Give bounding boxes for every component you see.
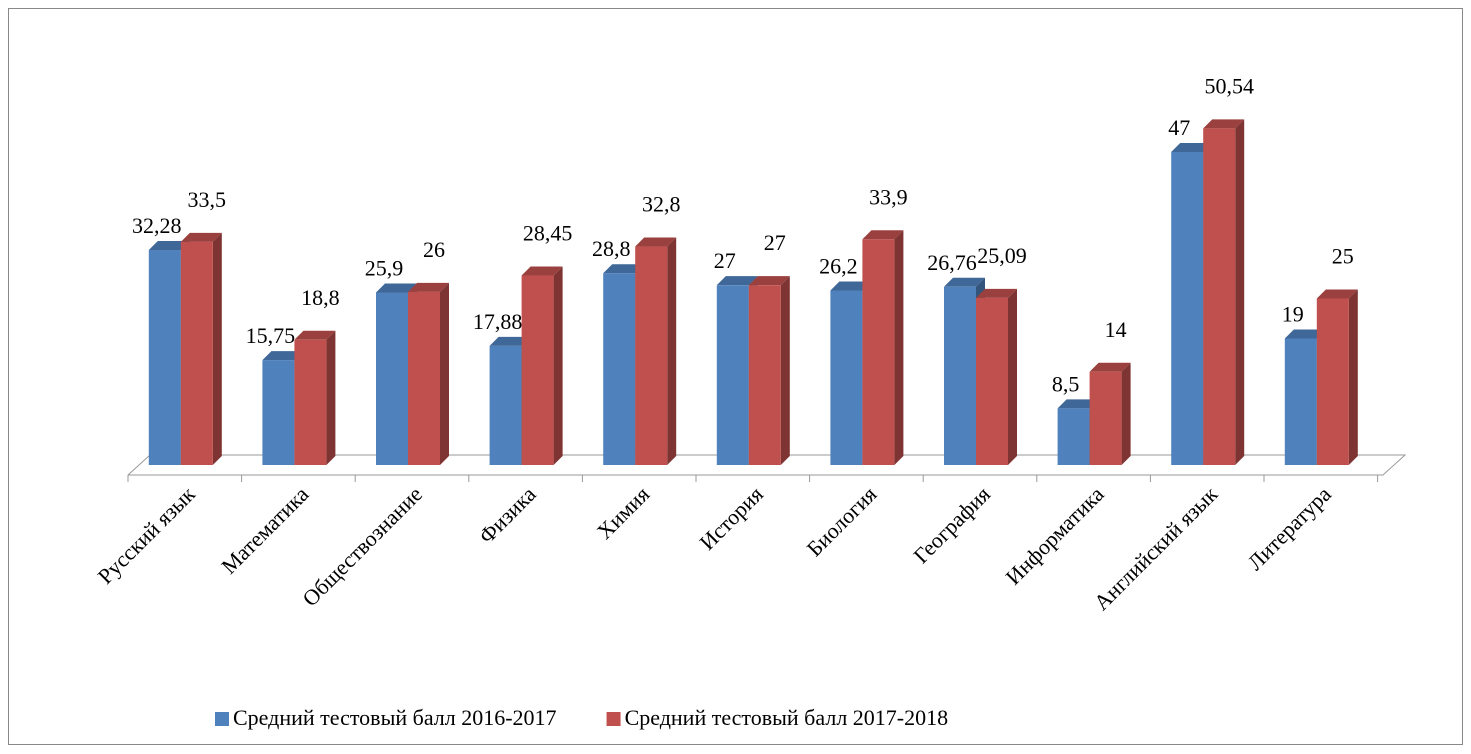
bar-top <box>148 241 190 251</box>
bar <box>862 239 895 465</box>
bar <box>408 291 440 465</box>
bar <box>635 246 668 465</box>
data-label: 15,75 <box>246 323 296 348</box>
data-label: 28,45 <box>523 221 573 246</box>
bar-top <box>716 276 758 286</box>
bar-side <box>667 237 677 465</box>
bar-top <box>408 282 449 292</box>
bar-side <box>1008 288 1017 465</box>
data-label: 28,8 <box>592 236 631 261</box>
data-label: 33,5 <box>188 187 227 212</box>
bar-top <box>862 230 904 240</box>
bar-top <box>489 336 531 346</box>
floor <box>127 454 1407 476</box>
bar-top <box>944 277 985 287</box>
bar-top <box>294 330 336 340</box>
bar-top <box>376 283 417 293</box>
bar-top <box>1089 362 1131 372</box>
bar <box>976 297 1008 465</box>
bar-side <box>440 282 449 465</box>
bar <box>262 360 295 465</box>
bar-top <box>180 232 222 242</box>
bar-top <box>603 264 645 274</box>
bar <box>830 290 863 465</box>
bar-side <box>1235 119 1245 466</box>
bar-top <box>830 281 872 291</box>
bar <box>1089 371 1122 465</box>
bar-side <box>894 230 904 465</box>
legend-swatch <box>606 712 621 726</box>
bar-top <box>1284 329 1326 339</box>
bar-top <box>1203 119 1245 129</box>
bar-top <box>635 237 677 247</box>
bar-side <box>780 276 790 465</box>
data-label: 25 <box>1332 244 1354 269</box>
data-label: 19 <box>1282 302 1304 327</box>
bar <box>716 285 749 465</box>
bar-side <box>1348 289 1358 465</box>
bar-top <box>1316 289 1358 299</box>
bar <box>944 286 976 465</box>
bar <box>603 273 636 465</box>
bar <box>376 292 408 465</box>
bar <box>489 345 522 465</box>
data-label: 26,76 <box>927 250 977 275</box>
legend-label: Средний тестовый балл 2016-2017 <box>233 705 557 730</box>
data-label: 47 <box>1168 115 1190 140</box>
bar-top <box>976 288 1017 298</box>
bar-top <box>1057 399 1099 409</box>
data-label: 27 <box>714 248 736 273</box>
bar <box>1057 408 1090 465</box>
bar <box>748 285 781 465</box>
bar <box>294 339 327 465</box>
bar <box>1284 338 1317 465</box>
bar-side <box>1121 362 1131 465</box>
bar <box>148 250 181 465</box>
bar-top <box>1171 142 1213 152</box>
data-label: 25,9 <box>365 256 404 281</box>
bar <box>1203 128 1236 465</box>
bar-side <box>326 330 336 465</box>
data-label: 26,2 <box>819 254 858 279</box>
data-label: 26 <box>423 237 445 262</box>
data-label: 8,5 <box>1052 371 1080 396</box>
data-label: 32,8 <box>642 192 681 217</box>
data-label: 18,8 <box>301 285 340 310</box>
bar-top <box>748 276 790 286</box>
bar <box>1171 151 1204 466</box>
bar-top <box>262 351 304 361</box>
bar <box>180 241 213 465</box>
data-label: 25,09 <box>977 243 1027 268</box>
data-label: 32,28 <box>132 213 182 238</box>
data-label: 17,88 <box>473 309 523 334</box>
bar <box>1316 298 1349 465</box>
data-label: 27 <box>764 230 786 255</box>
legend-label: Средний тестовый балл 2017-2018 <box>625 705 949 730</box>
data-label: 14 <box>1105 317 1127 342</box>
bar <box>521 275 554 465</box>
data-label: 33,9 <box>869 184 908 209</box>
legend-swatch <box>215 712 229 726</box>
data-label: 50,54 <box>1204 73 1254 98</box>
bar-top <box>521 266 563 276</box>
bar-side <box>553 266 563 465</box>
bar-side <box>212 232 222 465</box>
